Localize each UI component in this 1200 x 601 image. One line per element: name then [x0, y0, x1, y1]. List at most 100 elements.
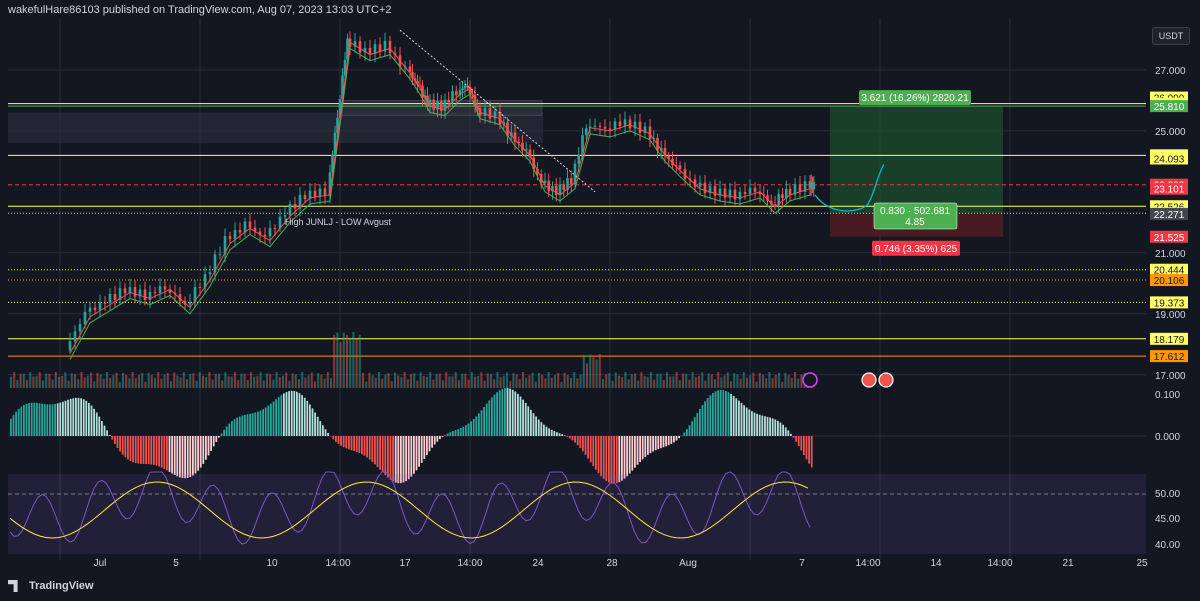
macd-bar — [753, 412, 756, 436]
volume-bar — [336, 332, 339, 388]
volume-bar — [595, 359, 598, 388]
macd-bar — [88, 402, 90, 436]
volume-bar — [762, 374, 764, 388]
volume-bar — [109, 377, 112, 388]
macd-bar — [259, 410, 262, 436]
candle — [674, 165, 678, 167]
volume-bar — [554, 374, 556, 388]
candle — [447, 99, 451, 103]
candle — [113, 293, 117, 300]
macd-bar — [374, 436, 376, 465]
volume-bar — [118, 381, 121, 388]
macd-bar — [62, 401, 64, 436]
macd-pane: 0.100 0.000 — [8, 388, 1180, 484]
time-tick-label: Aug — [679, 558, 697, 569]
candle — [554, 185, 558, 196]
volume-bar — [634, 373, 636, 388]
level-price-tag — [1150, 263, 1188, 276]
time-tick-label: 14:00 — [855, 558, 880, 569]
macd-bar — [342, 436, 345, 448]
macd-bar — [394, 436, 397, 483]
macd-bar — [426, 436, 428, 456]
candle — [598, 125, 602, 127]
level-price-label: 20.106 — [1154, 276, 1185, 287]
volume-bar — [544, 378, 547, 388]
volume-bar — [771, 378, 774, 388]
candle — [451, 91, 454, 103]
macd-bar — [249, 413, 251, 436]
volume-bar — [570, 377, 572, 388]
candle — [436, 101, 439, 110]
volume-bar — [550, 378, 553, 388]
macd-bar — [241, 415, 244, 436]
candle — [233, 230, 237, 240]
volume-bar — [538, 372, 540, 388]
candle — [223, 236, 227, 255]
candle — [569, 178, 573, 185]
macd-bar — [381, 436, 384, 473]
candle — [773, 204, 777, 206]
volume-bar — [256, 376, 259, 388]
macd-tick-label: 0.100 — [1155, 390, 1180, 401]
macd-bar — [103, 425, 106, 436]
volume-bar — [467, 379, 470, 388]
macd-bar — [496, 392, 498, 436]
macd-bar — [361, 436, 363, 455]
candle — [703, 182, 707, 194]
candle — [738, 191, 742, 200]
brand-footer: TradingView — [8, 580, 94, 592]
volume-bar — [470, 372, 473, 388]
candle — [278, 216, 282, 229]
macd-bar — [30, 402, 33, 436]
candle — [581, 135, 584, 155]
macd-bar — [579, 436, 582, 449]
macd-bar — [353, 436, 355, 452]
macd-bar — [475, 416, 478, 436]
volume-bar — [80, 372, 83, 388]
macd-bar — [127, 436, 129, 460]
level-price-label: 19.373 — [1154, 298, 1185, 309]
tradingview-logo-icon — [8, 580, 18, 592]
candle — [766, 195, 769, 201]
candle — [73, 331, 77, 342]
candle — [812, 181, 816, 190]
candle — [358, 41, 362, 53]
macd-bar — [36, 402, 38, 436]
macd-bar — [628, 436, 631, 474]
volume-bar — [758, 372, 761, 388]
macd-bar — [449, 432, 452, 436]
time-tick-label: 14:00 — [325, 558, 350, 569]
volume-bar — [794, 372, 796, 388]
macd-bar — [400, 436, 402, 484]
macd-bar — [348, 436, 350, 450]
macd-bar — [275, 399, 277, 436]
flag-icon — [861, 372, 877, 388]
macd-bar — [647, 436, 649, 455]
macd-bar — [433, 436, 436, 445]
candle — [777, 194, 781, 206]
currency-label[interactable]: USDT — [1152, 27, 1190, 45]
macd-bar — [709, 395, 712, 436]
macd-bar — [444, 435, 446, 436]
candle — [188, 301, 192, 305]
volume-bar — [451, 376, 454, 388]
macd-bar — [800, 436, 803, 451]
flag-icon — [878, 372, 894, 388]
macd-bar — [418, 436, 420, 467]
macd-bar — [140, 436, 142, 464]
volume-bar — [29, 372, 32, 388]
candle — [493, 111, 497, 119]
volume-bar — [624, 372, 627, 388]
macd-bar — [506, 388, 509, 436]
macd-bar — [280, 395, 283, 436]
candle — [671, 158, 674, 166]
candle — [373, 44, 377, 55]
candle — [138, 289, 142, 297]
time-tick-label: 5 — [173, 558, 179, 569]
macd-bar — [20, 406, 23, 436]
macd-bar — [114, 436, 116, 444]
volume-bar — [688, 379, 691, 388]
candle — [488, 108, 492, 119]
macd-bar — [501, 388, 504, 436]
